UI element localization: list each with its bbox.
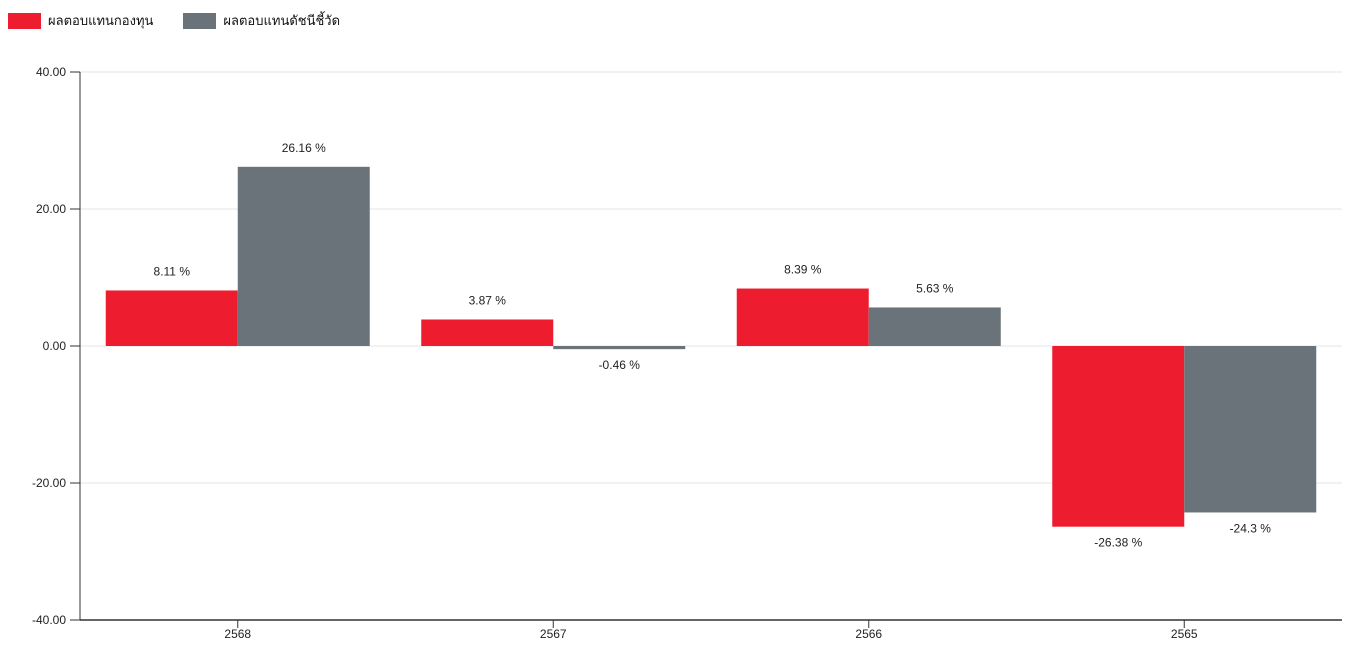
bar-2567-benchmark bbox=[553, 346, 686, 350]
x-tick-label: 2565 bbox=[1171, 627, 1198, 641]
bar-2566-benchmark bbox=[868, 307, 1001, 346]
x-tick-label: 2567 bbox=[540, 627, 567, 641]
data-label: 8.39 % bbox=[784, 263, 822, 277]
data-label: 26.16 % bbox=[282, 141, 326, 155]
bar-2565-fund bbox=[1052, 346, 1185, 527]
bar-2565-benchmark bbox=[1184, 346, 1317, 513]
legend-item-fund: ผลตอบแทนกองทุน bbox=[8, 10, 153, 31]
y-tick-label: 0.00 bbox=[43, 339, 67, 353]
x-tick-label: 2568 bbox=[224, 627, 251, 641]
data-label: -0.46 % bbox=[599, 358, 641, 372]
legend-item-benchmark: ผลตอบแทนดัชนีชี้วัด bbox=[183, 10, 340, 31]
data-label: -24.3 % bbox=[1230, 521, 1272, 535]
legend: ผลตอบแทนกองทุน ผลตอบแทนดัชนีชี้วัด bbox=[8, 10, 370, 31]
legend-swatch-fund bbox=[8, 12, 41, 29]
data-label: 3.87 % bbox=[469, 293, 507, 307]
legend-label-fund: ผลตอบแทนกองทุน bbox=[48, 13, 154, 28]
bar-2567-fund bbox=[421, 319, 554, 346]
bar-2566-fund bbox=[736, 288, 869, 346]
y-tick-label: -40.00 bbox=[32, 613, 66, 627]
data-label: -26.38 % bbox=[1094, 536, 1142, 550]
y-tick-label: -20.00 bbox=[32, 476, 66, 490]
y-tick-label: 20.00 bbox=[36, 202, 66, 216]
legend-swatch-benchmark bbox=[183, 12, 217, 29]
data-label: 5.63 % bbox=[916, 281, 954, 295]
bar-2568-fund bbox=[105, 290, 238, 346]
y-tick-label: 40.00 bbox=[36, 65, 66, 79]
legend-label-benchmark: ผลตอบแทนดัชนีชี้วัด bbox=[223, 13, 341, 28]
bar-2568-benchmark bbox=[237, 166, 370, 346]
data-label: 8.11 % bbox=[154, 264, 191, 278]
x-tick-label: 2566 bbox=[855, 627, 882, 641]
